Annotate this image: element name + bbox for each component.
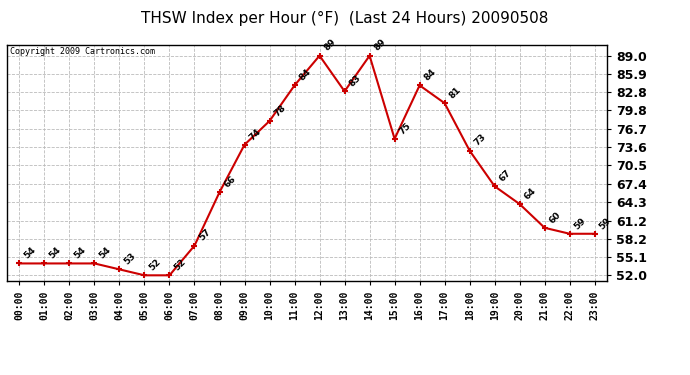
Text: 84: 84 (297, 67, 313, 82)
Text: 57: 57 (197, 228, 213, 243)
Text: 74: 74 (247, 127, 263, 142)
Text: 67: 67 (497, 168, 513, 183)
Text: 54: 54 (97, 245, 112, 261)
Text: 89: 89 (322, 38, 337, 53)
Text: 81: 81 (447, 85, 462, 100)
Text: 84: 84 (422, 67, 437, 82)
Text: 66: 66 (222, 174, 237, 189)
Text: 59: 59 (598, 216, 613, 231)
Text: Copyright 2009 Cartronics.com: Copyright 2009 Cartronics.com (10, 47, 155, 56)
Text: 78: 78 (273, 103, 288, 118)
Text: 83: 83 (347, 74, 362, 88)
Text: 75: 75 (397, 121, 413, 136)
Text: 54: 54 (72, 245, 88, 261)
Text: 59: 59 (573, 216, 588, 231)
Text: 54: 54 (22, 245, 37, 261)
Text: 52: 52 (172, 257, 188, 273)
Text: 60: 60 (547, 210, 562, 225)
Text: THSW Index per Hour (°F)  (Last 24 Hours) 20090508: THSW Index per Hour (°F) (Last 24 Hours)… (141, 11, 549, 26)
Text: 52: 52 (147, 257, 162, 273)
Text: 53: 53 (122, 251, 137, 267)
Text: 54: 54 (47, 245, 63, 261)
Text: 89: 89 (373, 38, 388, 53)
Text: 73: 73 (473, 133, 488, 148)
Text: 64: 64 (522, 186, 538, 201)
